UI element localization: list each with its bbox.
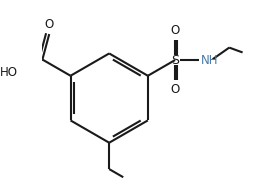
Text: O: O (171, 24, 180, 37)
Text: NH: NH (200, 54, 218, 67)
Text: S: S (171, 54, 179, 67)
Text: O: O (171, 83, 180, 96)
Text: HO: HO (0, 66, 18, 79)
Text: O: O (45, 18, 54, 31)
